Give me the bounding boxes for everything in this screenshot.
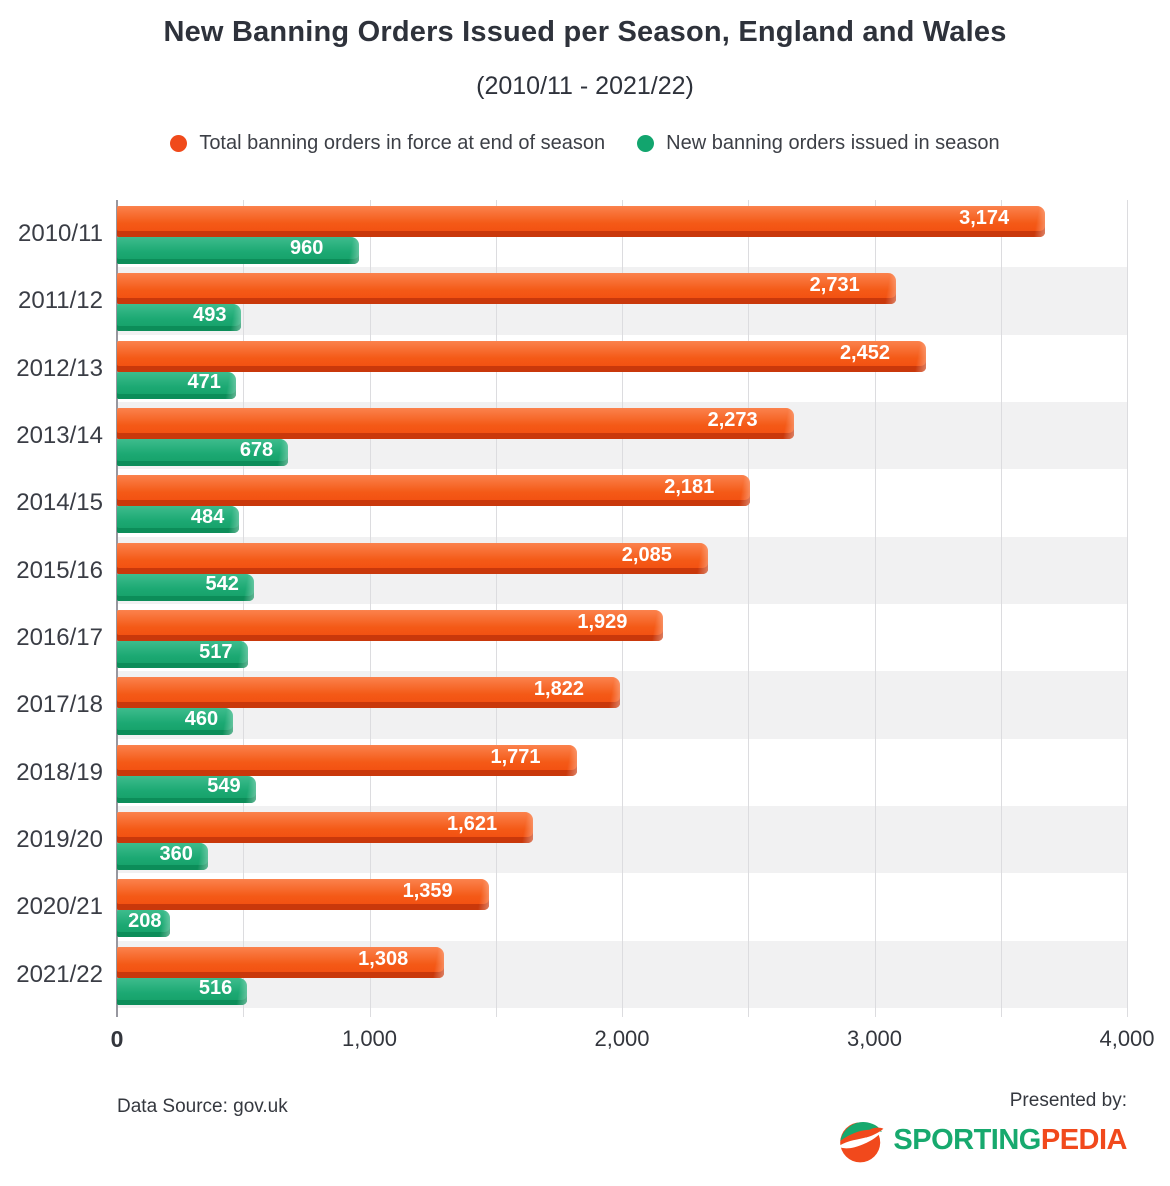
total-value-label: 1,929 <box>577 611 628 633</box>
total-value-label: 2,452 <box>839 341 890 364</box>
total-bar: 2,452 <box>117 340 926 372</box>
total-bar: 1,929 <box>117 610 664 641</box>
total-bar: 3,174 <box>117 206 1046 237</box>
total-value-label: 1,621 <box>447 813 498 835</box>
new-value-label: 471 <box>187 371 221 394</box>
total-value-label: 2,181 <box>664 476 715 499</box>
new-bar: 460 <box>117 707 234 736</box>
new-bar: 517 <box>117 641 248 668</box>
sportingpedia-logo: SPORTINGPEDIA <box>837 1116 1128 1164</box>
legend: Total banning orders in force at end of … <box>0 132 1170 155</box>
gridline <box>874 200 876 1017</box>
x-axis: 0 1,000 2,000 3,000 4,000 <box>111 1026 1155 1056</box>
chart-subtitle: (2010/11 - 2021/22) <box>476 72 694 100</box>
plot-area: 3,174 960 2,731 493 2,452 471 2,273 678 2,181 484… <box>116 200 1128 1017</box>
season-label: 2013/14 <box>16 422 103 449</box>
total-bar: 1,771 <box>117 744 577 776</box>
wordmark-sporting: SPORTING <box>893 1123 1041 1156</box>
new-value-label: 549 <box>207 775 241 798</box>
new-value-label: 517 <box>199 640 233 663</box>
gridline <box>495 200 497 1017</box>
total-value-label: 2,085 <box>621 543 672 566</box>
legend-item-new: New banning orders issued in season <box>637 132 1000 155</box>
chart-title: New Banning Orders Issued per Season, En… <box>163 16 1007 48</box>
total-bar: 1,359 <box>117 879 489 911</box>
total-bar: 2,273 <box>117 408 794 439</box>
gridline <box>622 200 623 1017</box>
total-bar: 1,621 <box>117 812 534 843</box>
x-tick-label: 0 <box>110 1026 124 1052</box>
season-label: 2021/22 <box>16 960 103 988</box>
legend-item-total: Total banning orders in force at end of … <box>170 132 605 155</box>
total-value-label: 1,308 <box>358 947 409 970</box>
new-bar: 493 <box>117 303 242 332</box>
new-bar: 678 <box>117 438 289 466</box>
season-label: 2019/20 <box>16 826 103 853</box>
new-bar: 360 <box>117 843 208 870</box>
new-value-label: 484 <box>190 505 225 528</box>
new-value-label: 960 <box>290 236 324 259</box>
gridline <box>243 200 245 1017</box>
season-label: 2017/18 <box>16 691 103 719</box>
gridline <box>748 200 750 1017</box>
new-value-label: 516 <box>198 977 233 1000</box>
presented-by-block: Presented by: SPORTINGPEDIA <box>837 1090 1128 1164</box>
wordmark-pedia: PEDIA <box>1040 1123 1128 1156</box>
total-value-label: 1,771 <box>490 745 541 768</box>
season-label: 2018/19 <box>16 758 103 786</box>
season-label: 2012/13 <box>16 354 103 382</box>
season-label: 2020/21 <box>16 893 103 921</box>
total-value-label: 2,731 <box>809 274 860 297</box>
sportingpedia-ball-icon <box>838 1121 884 1163</box>
total-bar: 2,085 <box>117 542 708 574</box>
total-value-label: 1,822 <box>533 678 584 701</box>
new-bar: 542 <box>117 573 254 601</box>
total-value-label: 2,273 <box>707 409 758 431</box>
total-value-label: 3,174 <box>959 207 1010 229</box>
total-bar: 2,731 <box>117 273 896 305</box>
new-bar: 208 <box>117 909 170 938</box>
season-label: 2014/15 <box>16 489 103 517</box>
total-value-label: 1,359 <box>402 880 453 903</box>
new-bar: 549 <box>117 775 256 803</box>
total-bar: 1,822 <box>117 677 620 709</box>
legend-label-new: New banning orders issued in season <box>666 132 1000 154</box>
season-label: 2015/16 <box>16 556 103 584</box>
new-bar: 471 <box>117 371 236 399</box>
gridline <box>369 200 371 1017</box>
season-label: 2010/11 <box>18 220 103 247</box>
legend-label-total: Total banning orders in force at end of … <box>199 132 606 154</box>
data-source-note: Data Source: gov.uk <box>117 1096 288 1117</box>
x-tick-label: 2,000 <box>594 1026 650 1051</box>
total-bar: 2,181 <box>117 475 751 507</box>
new-value-label: 493 <box>193 303 227 326</box>
x-tick-label: 4,000 <box>1099 1026 1155 1051</box>
total-bar: 1,308 <box>117 946 445 978</box>
legend-dot-total-icon <box>170 135 188 152</box>
season-label: 2011/12 <box>18 287 103 315</box>
legend-dot-new-icon <box>637 135 655 152</box>
new-value-label: 678 <box>239 438 274 461</box>
presented-by-label: Presented by: <box>1009 1090 1127 1111</box>
x-tick-label: 1,000 <box>341 1026 398 1051</box>
x-tick-label: 3,000 <box>846 1026 903 1051</box>
gridline <box>1000 200 1002 1017</box>
sportingpedia-wordmark: SPORTINGPEDIA <box>893 1124 1127 1157</box>
new-value-label: 360 <box>159 842 193 865</box>
season-label: 2016/17 <box>16 624 103 651</box>
new-value-label: 208 <box>128 909 162 932</box>
gridline <box>116 200 118 1017</box>
gridline <box>1127 200 1128 1017</box>
new-bar: 484 <box>117 505 240 534</box>
new-value-label: 460 <box>184 707 219 730</box>
new-value-label: 542 <box>205 573 239 596</box>
new-bar: 960 <box>117 236 360 264</box>
season-labels: 2010/11 2011/12 2012/13 2013/14 2014/15 2015/… <box>0 200 103 1008</box>
new-bar: 516 <box>117 977 248 1005</box>
